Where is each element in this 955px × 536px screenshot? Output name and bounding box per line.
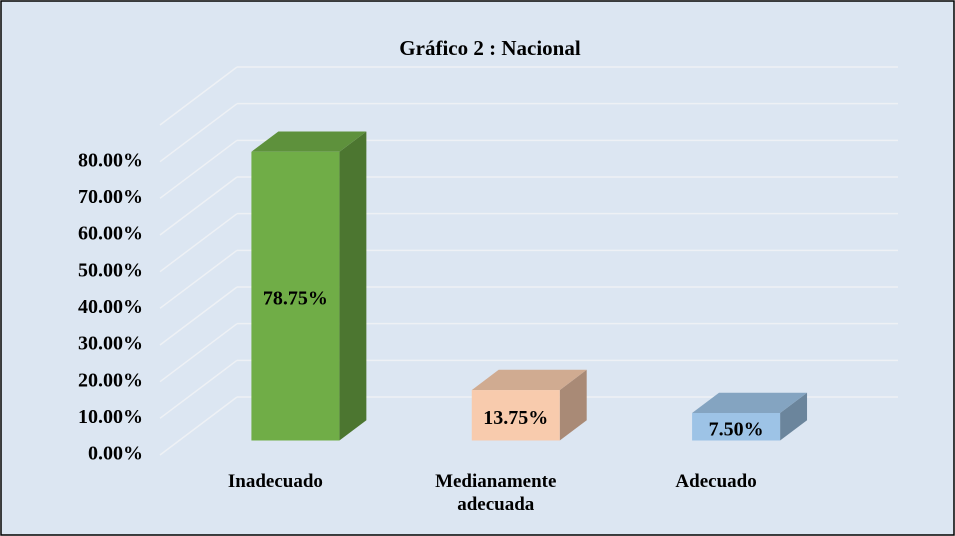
bar	[692, 413, 781, 441]
x-tick-label: Inadecuado	[227, 471, 323, 492]
y-tick-label: 30.00%	[78, 333, 143, 355]
bar	[251, 151, 340, 441]
x-tick-label: Medianamente adecuada	[435, 471, 557, 515]
chart-title: Gráfico 2 : Nacional	[399, 36, 581, 60]
grid-line	[159, 359, 238, 419]
bar-top	[692, 392, 808, 413]
bar-side	[780, 392, 808, 441]
grid-line	[159, 323, 238, 383]
grid-line	[159, 176, 238, 236]
bar-side	[559, 369, 587, 441]
y-tick-label: 0.00%	[88, 443, 143, 465]
bar	[471, 390, 560, 441]
grid-line	[159, 103, 238, 163]
y-tick-label: 20.00%	[78, 369, 143, 391]
x-tick-label: Adecuado	[675, 471, 757, 492]
bar-top	[251, 131, 367, 152]
y-tick-label: 80.00%	[78, 149, 143, 171]
y-tick-label: 70.00%	[78, 186, 143, 208]
grid-line	[159, 249, 238, 309]
bar-top	[471, 369, 587, 391]
y-tick-label: 50.00%	[78, 259, 143, 281]
y-tick-label: 10.00%	[78, 406, 143, 428]
y-tick-label: 60.00%	[78, 223, 143, 245]
value-label: 7.50%	[709, 418, 764, 440]
grid-line	[159, 286, 238, 346]
y-tick-label: 40.00%	[78, 296, 143, 318]
value-label: 13.75%	[483, 407, 548, 429]
wall-edge	[159, 66, 238, 126]
grid-line	[159, 139, 238, 199]
value-label: 78.75%	[263, 288, 328, 310]
bar-side	[339, 131, 367, 441]
grid-line	[159, 213, 238, 273]
grid-line	[159, 396, 238, 456]
